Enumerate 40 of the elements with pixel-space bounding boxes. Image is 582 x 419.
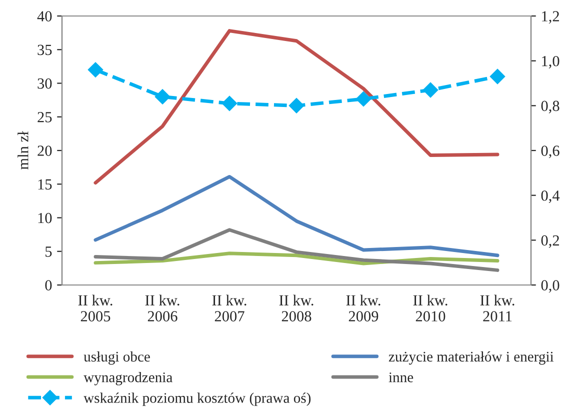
y-tick-label: 15 — [38, 179, 52, 190]
y-tick-label: 35 — [38, 44, 52, 56]
y2-tick-label: 0,0 — [541, 280, 560, 293]
legend-label: wskaźnik poziomu kosztów (prawa oś) — [84, 392, 311, 406]
y-tick-label: 40 — [37, 11, 52, 22]
y2-tick-label: 0,2 — [541, 235, 559, 248]
point — [288, 98, 304, 114]
y-tick-label: 25 — [38, 112, 52, 122]
point — [356, 91, 372, 107]
y-tick-label: 5 — [46, 246, 52, 257]
y-tick-label: 0 — [45, 280, 52, 290]
y2-tick-label: 0,4 — [541, 190, 560, 203]
y-tick-label: 20 — [38, 146, 52, 156]
legend-label: zużycie materiałów i energii — [388, 351, 554, 365]
y2-tick-label: 0,6 — [541, 146, 560, 158]
point — [490, 68, 506, 84]
legend-label: wynagrodzenia — [84, 372, 172, 386]
point — [222, 96, 238, 111]
y-tick-label: 10 — [38, 212, 52, 224]
line-series — [94, 29, 500, 185]
y2-tick-label: 0,8 — [541, 100, 560, 114]
y2-tick-label: 1,2 — [542, 11, 559, 24]
x-tick-label: II kw. 2006 — [145, 294, 180, 322]
line-series — [94, 174, 500, 258]
legend-label: usługi obce — [84, 351, 150, 365]
line-series — [94, 252, 500, 266]
point — [422, 82, 438, 98]
line-series — [94, 228, 500, 272]
point — [154, 89, 170, 104]
x-tick-label: II kw. 2009 — [346, 294, 380, 322]
y-tick-label: 30 — [38, 78, 52, 89]
x-tick-label: II kw. 2005 — [78, 294, 112, 322]
x-tick-label: II kw. 2008 — [279, 294, 314, 322]
y-axis-title: mln zł — [18, 131, 28, 170]
x-tick-label: II kw. 2010 — [413, 294, 448, 322]
y2-tick-label: 1,0 — [542, 56, 560, 68]
point — [88, 62, 104, 78]
x-tick-label: II kw. 2011 — [480, 294, 514, 322]
x-tick-label: II kw. 2007 — [212, 294, 246, 322]
legend-label: inne — [388, 372, 414, 382]
